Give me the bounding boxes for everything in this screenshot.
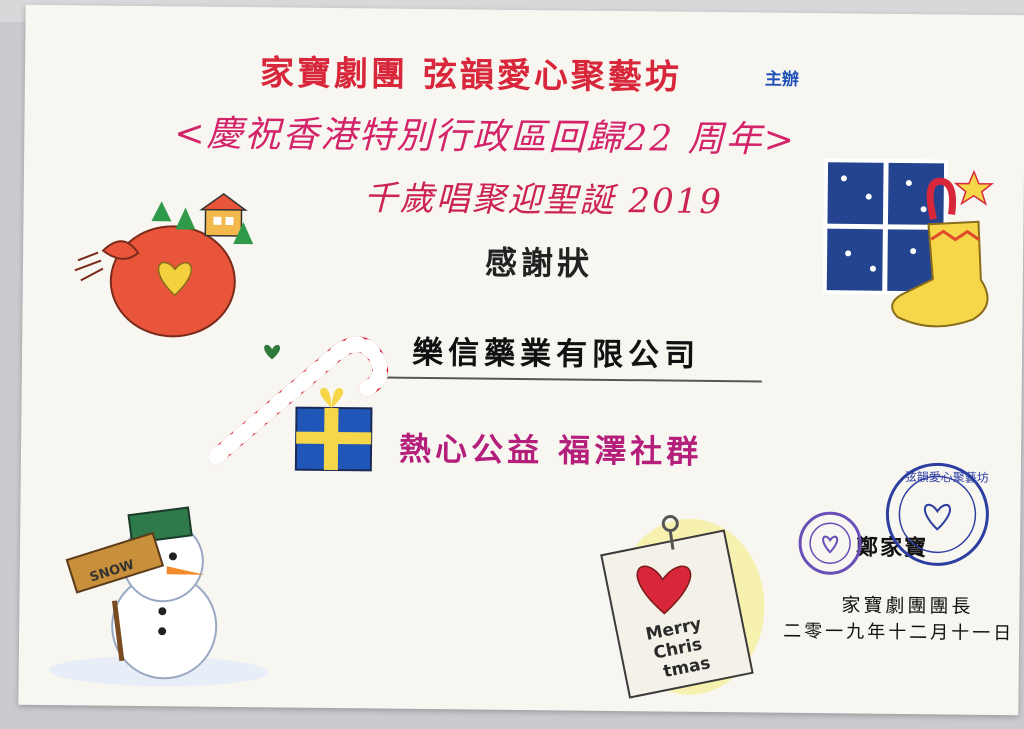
host-label: 主辦 xyxy=(764,69,800,90)
organizers-heading: 家寶劇團 弦韻愛心聚藝坊 xyxy=(259,53,683,98)
candy-cane-gift-illustration xyxy=(207,336,389,472)
round-seal-stamp: 弦韻愛心聚藝坊 xyxy=(885,462,989,566)
recipient-name: 樂信藥業有限公司 xyxy=(411,334,701,374)
certificate-paper: 家寶劇團 弦韻愛心聚藝坊 主辦 <慶祝香港特別行政區回歸22 周年> 千歲唱聚迎… xyxy=(18,4,1024,716)
recipient-underline xyxy=(381,376,762,383)
praise-text: 熱心公益 福澤社群 xyxy=(398,429,703,471)
window-stocking-illustration xyxy=(822,158,995,328)
event-title: 千歲唱聚迎聖誕 2019 xyxy=(363,178,724,223)
certificate-title: 感謝狀 xyxy=(484,243,594,283)
issue-date: 二零一九年十二月十一日 xyxy=(783,620,1015,645)
small-seal-stamp xyxy=(798,511,862,575)
signer-title: 家寶劇團團長 xyxy=(841,594,974,618)
merry-christmas-tag-illustration: Merry Chris tmas xyxy=(600,515,765,699)
seal-text: 弦韻愛心聚藝坊 xyxy=(905,469,989,485)
gift-sack-illustration xyxy=(74,192,254,338)
celebration-heading: <慶祝香港特別行政區回歸22 周年> xyxy=(174,113,797,161)
snowman-illustration: SNOW xyxy=(48,506,269,687)
